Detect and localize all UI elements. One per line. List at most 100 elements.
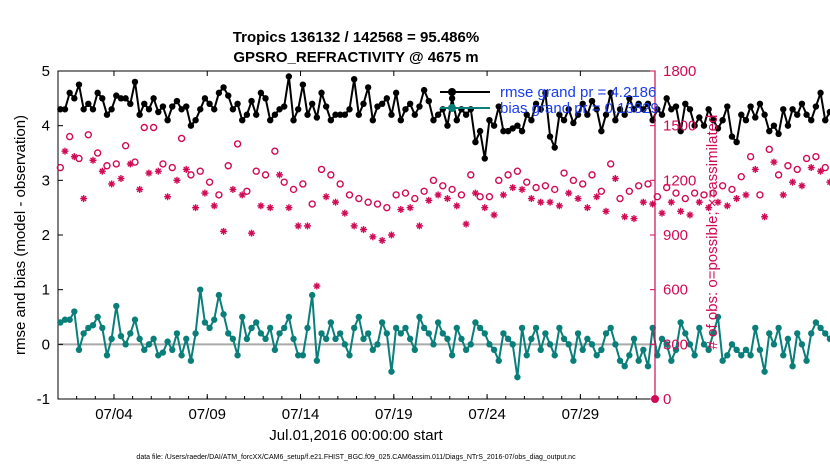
obs-possible-point bbox=[261, 171, 270, 179]
obs-assimilated-point bbox=[518, 185, 526, 193]
bias-point bbox=[141, 346, 148, 353]
rmse-point bbox=[686, 106, 694, 113]
rmse-point bbox=[565, 106, 572, 113]
obs-possible-point bbox=[103, 162, 111, 170]
obs-assimilated-point bbox=[341, 209, 349, 217]
obs-assimilated-point bbox=[471, 189, 479, 197]
y2-tick-label: 600 bbox=[663, 282, 688, 299]
rmse-point bbox=[518, 127, 526, 135]
bias-point bbox=[556, 324, 563, 332]
bias-point bbox=[285, 313, 293, 321]
rmse-point bbox=[672, 103, 680, 110]
obs-assimilated-point bbox=[425, 196, 433, 204]
rmse-point bbox=[817, 89, 824, 97]
rmse-point bbox=[341, 111, 349, 118]
obs-possible-point bbox=[588, 171, 596, 179]
rmse-point bbox=[770, 122, 778, 129]
legend: rmse grand pr = 4.2186 bias grand pr = 0… bbox=[440, 84, 659, 117]
bias-point bbox=[122, 341, 129, 348]
obs-assimilated-point bbox=[555, 202, 563, 210]
obs-possible-point bbox=[420, 187, 428, 195]
bias-point bbox=[183, 335, 190, 343]
rmse-point bbox=[164, 117, 171, 124]
obs-possible-point bbox=[336, 180, 344, 188]
y2-tick-label: 0 bbox=[663, 391, 671, 408]
rmse-point bbox=[481, 155, 488, 162]
obs-possible-point bbox=[317, 165, 326, 174]
rmse-point bbox=[462, 111, 470, 118]
rmse-point bbox=[75, 81, 83, 88]
obs-assimilated-point bbox=[723, 202, 731, 210]
rmse-point bbox=[336, 111, 344, 118]
obs-possible-point bbox=[616, 194, 624, 203]
rmse-point bbox=[691, 122, 698, 129]
rmse-point bbox=[378, 100, 386, 108]
obs-possible-point bbox=[513, 167, 522, 175]
obs-possible-point bbox=[690, 189, 699, 197]
bias-point bbox=[197, 286, 204, 293]
bias-point bbox=[542, 330, 549, 337]
obs-assimilated-point bbox=[677, 207, 685, 215]
obs-possible-point bbox=[233, 140, 242, 148]
rmse-point bbox=[808, 117, 815, 124]
rmse-point bbox=[738, 111, 745, 118]
rmse-point bbox=[495, 103, 502, 110]
bias-point bbox=[700, 341, 708, 348]
bias-point bbox=[794, 330, 801, 337]
rmse-point bbox=[635, 100, 642, 108]
rmse-point bbox=[752, 114, 759, 121]
obs-possible-point bbox=[373, 200, 382, 208]
bias-point bbox=[789, 363, 796, 370]
bias-point bbox=[85, 324, 92, 332]
bias-point bbox=[504, 335, 512, 343]
legend-rmse-label: rmse grand pr = 4.2186 bbox=[500, 84, 656, 101]
rmse-point bbox=[616, 106, 624, 113]
rmse-point bbox=[388, 111, 395, 118]
bias-point bbox=[127, 330, 134, 337]
obs-assimilated-point bbox=[611, 175, 619, 183]
bias-point bbox=[178, 352, 185, 359]
bias-point bbox=[220, 311, 227, 318]
rmse-point bbox=[117, 95, 125, 102]
bias-point bbox=[378, 319, 386, 326]
obs-possible-point bbox=[821, 163, 829, 172]
obs-possible-point bbox=[84, 131, 93, 139]
bias-point bbox=[225, 330, 232, 337]
obs-assimilated-point bbox=[509, 184, 517, 192]
rmse-point bbox=[318, 89, 325, 97]
rmse-point bbox=[66, 89, 73, 97]
rmse-point bbox=[700, 122, 708, 129]
rmse-point bbox=[220, 84, 227, 91]
rmse-point bbox=[304, 111, 311, 118]
obs-possible-point bbox=[159, 160, 167, 168]
bias-point bbox=[724, 352, 731, 359]
bias-point bbox=[798, 341, 806, 348]
obs-possible-point bbox=[718, 182, 727, 190]
bias-point bbox=[299, 352, 307, 359]
rmse-point bbox=[262, 95, 269, 102]
x-tick-label: 07/09 bbox=[188, 406, 226, 423]
bias-point bbox=[696, 324, 703, 332]
bias-point bbox=[89, 322, 97, 329]
bias-point bbox=[509, 341, 516, 348]
bias-point bbox=[80, 330, 87, 337]
bias-point bbox=[705, 346, 712, 353]
rmse-point bbox=[206, 100, 213, 108]
obs-assimilated-point bbox=[294, 222, 302, 230]
rmse-point bbox=[546, 133, 554, 140]
obs-possible-point bbox=[784, 162, 792, 170]
rmse-point bbox=[663, 95, 670, 102]
bias-point bbox=[416, 313, 423, 321]
obs-assimilated-point bbox=[332, 198, 340, 206]
bias-point bbox=[276, 330, 283, 337]
bias-point bbox=[341, 341, 349, 348]
obs-possible-point bbox=[662, 183, 671, 192]
rmse-point bbox=[509, 125, 516, 132]
bias-point bbox=[215, 291, 223, 299]
obs-possible-point bbox=[308, 200, 316, 208]
obs-assimilated-point bbox=[602, 207, 610, 215]
obs-possible-point bbox=[243, 187, 251, 195]
y2-tick-label: 900 bbox=[663, 227, 688, 244]
bias-point bbox=[448, 352, 456, 359]
bias-point bbox=[211, 316, 218, 323]
